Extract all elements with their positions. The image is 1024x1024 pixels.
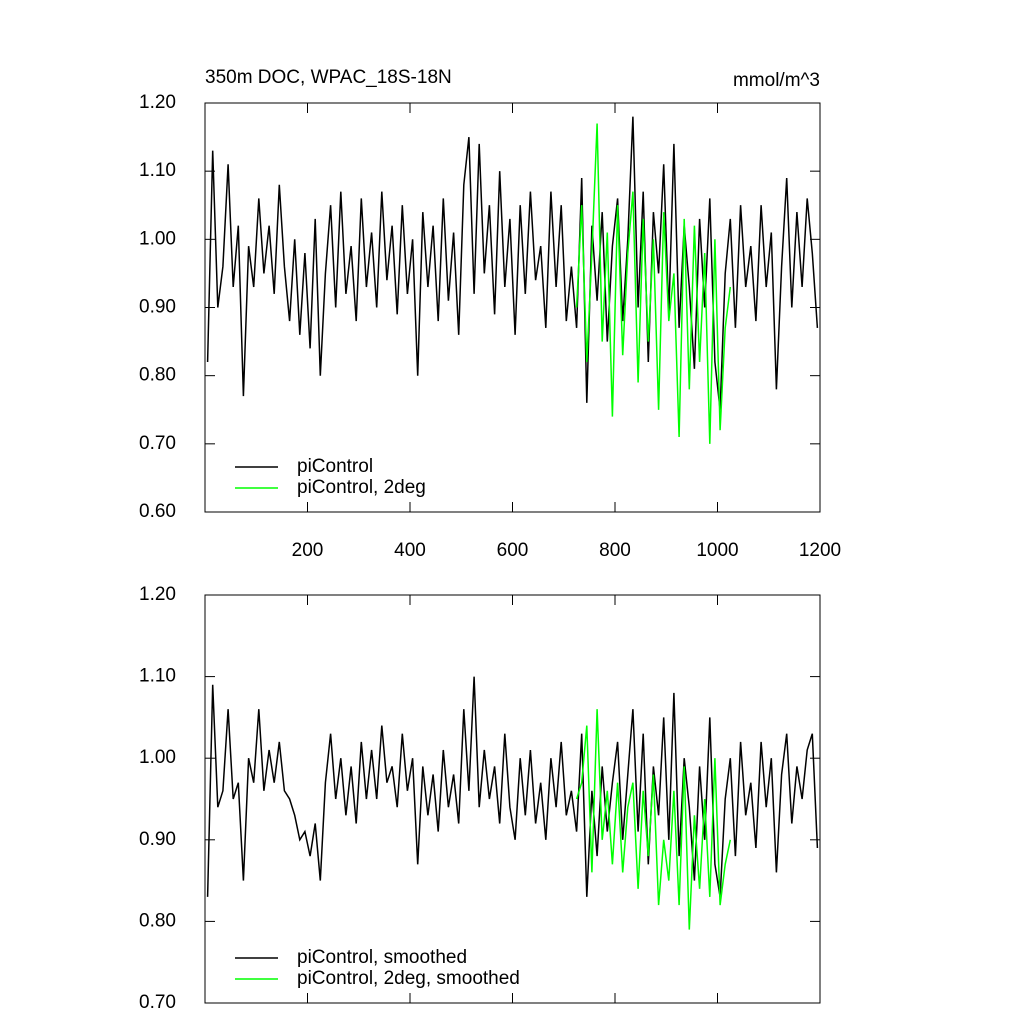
- y-tick-label: 1.00: [139, 747, 176, 768]
- legend-label: piControl, 2deg: [297, 477, 426, 498]
- legend-label: piControl, 2deg, smoothed: [297, 968, 520, 989]
- x-tick-label: 600: [497, 540, 529, 561]
- legend-label: piControl, smoothed: [297, 947, 467, 968]
- y-tick-label: 0.90: [139, 297, 176, 318]
- y-tick-label: 0.80: [139, 910, 176, 931]
- x-tick-label: 1000: [696, 540, 738, 561]
- data-line: [206, 116, 819, 410]
- data-line: [575, 123, 732, 444]
- y-tick-label: 0.70: [139, 992, 176, 1013]
- y-tick-label: 0.60: [139, 501, 176, 522]
- plot-frame: [204, 594, 821, 1004]
- y-tick-label: 1.00: [139, 228, 176, 249]
- y-tick-label: 1.20: [139, 92, 176, 113]
- legend-label: piControl: [297, 456, 373, 477]
- chart-title: 350m DOC, WPAC_18S-18N: [205, 67, 452, 88]
- y-tick-label: 0.80: [139, 365, 176, 386]
- x-tick-label: 1200: [799, 540, 841, 561]
- y-tick-label: 0.70: [139, 433, 176, 454]
- x-tick-label: 800: [599, 540, 631, 561]
- y-tick-label: 1.10: [139, 666, 176, 687]
- data-line: [575, 709, 732, 930]
- y-tick-label: 0.90: [139, 829, 176, 850]
- y-tick-label: 1.10: [139, 160, 176, 181]
- x-tick-label: 400: [394, 540, 426, 561]
- x-tick-label: 200: [292, 540, 324, 561]
- data-line: [206, 676, 819, 898]
- units-label: mmol/m^3: [733, 70, 820, 91]
- y-tick-label: 1.20: [139, 584, 176, 605]
